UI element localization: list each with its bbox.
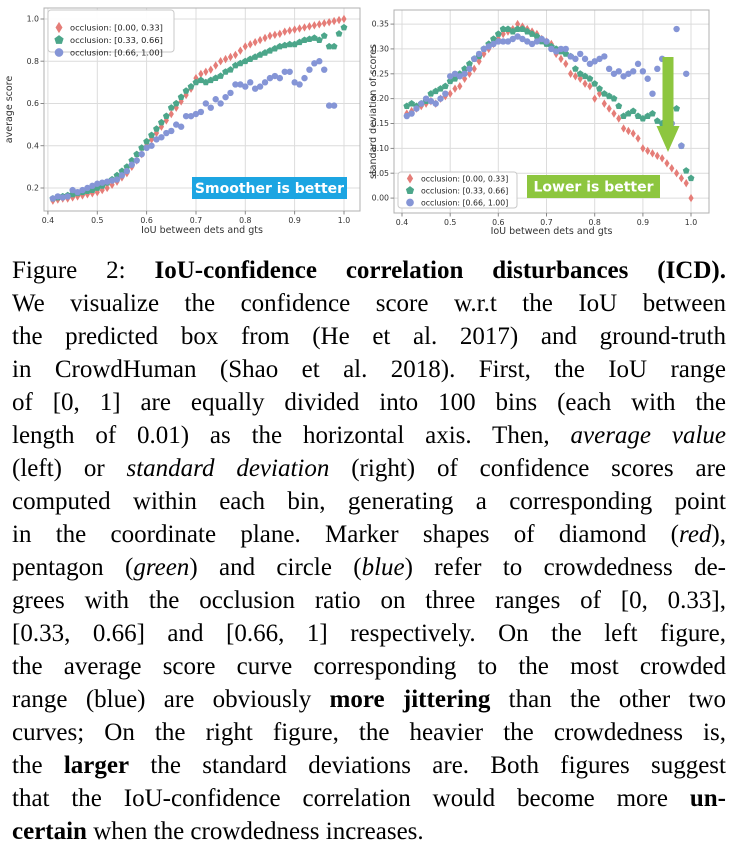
- svg-text:1.0: 1.0: [27, 15, 39, 24]
- svg-text:0.00: 0.00: [372, 194, 389, 203]
- plot-frame: [43, 7, 361, 212]
- svg-text:0.30: 0.30: [372, 45, 389, 54]
- caption-line: range (blue) are obviously more jitterin…: [12, 686, 726, 713]
- x-axis: 0.4 0.5 0.6 0.7 0.8 0.9 1.0 IoU between dets an…: [396, 213, 697, 237]
- svg-text:1.0: 1.0: [338, 216, 350, 225]
- svg-text:0.4: 0.4: [27, 141, 39, 150]
- caption-line: length of 0.01) as the horizontal axis. …: [12, 422, 727, 449]
- figure-caption: Figure 2: IoU-confidence correlation dis…: [0, 240, 738, 848]
- caption-line: the larger the standard deviations are. …: [12, 752, 726, 779]
- caption-line: in CrowdHuman (Shao et al. 2018). First,…: [12, 356, 726, 383]
- caption-line: of [0, 1] are equally divided into 100 b…: [12, 389, 726, 416]
- svg-text:occlusion: [0.33, 0.66]: occlusion: [0.33, 0.66]: [421, 186, 508, 195]
- x-axis-label: IoU between dets and gts: [491, 226, 613, 237]
- svg-text:occlusion: [0.66, 1.00]: occlusion: [0.66, 1.00]: [421, 198, 508, 207]
- svg-text:0.4: 0.4: [42, 216, 54, 225]
- svg-text:occlusion: [0.00, 0.33]: occlusion: [0.00, 0.33]: [421, 174, 508, 183]
- std-deviation-plot: 0.4 0.5 0.6 0.7 0.8 0.9 1.0 IoU between dets an…: [368, 0, 738, 240]
- caption-line: that the IoU-confidence correlation woul…: [12, 785, 726, 812]
- legend: occlusion: [0.00, 0.33] occlusion: [0.33,…: [397, 171, 518, 209]
- x-axis-label: IoU between dets and gts: [141, 225, 263, 236]
- svg-text:0.35: 0.35: [372, 20, 389, 29]
- caption-line: pentagon (green) and circle (blue) refer…: [12, 554, 726, 581]
- caption-line: computed within each bin, generating a c…: [12, 488, 726, 515]
- svg-text:0.20: 0.20: [372, 94, 389, 103]
- caption-line: the predicted box from (He et al. 2017) …: [12, 323, 726, 350]
- svg-text:0.9: 0.9: [637, 218, 649, 227]
- chart-average-score: 0.4 0.5 0.6 0.7 0.8 0.9 1.0 IoU between dets an…: [4, 7, 361, 236]
- caption-line: curves; On the right figure, the heavier…: [12, 719, 726, 746]
- y-axis-label: standard deviation of scores: [369, 44, 379, 179]
- svg-text:0.8: 0.8: [588, 218, 600, 227]
- svg-text:0.8: 0.8: [239, 216, 251, 225]
- svg-text:0.6: 0.6: [27, 99, 39, 108]
- svg-text:0.05: 0.05: [372, 169, 389, 178]
- down-arrow-icon: [656, 57, 680, 152]
- svg-text:0.8: 0.8: [27, 57, 39, 66]
- y-axis-label: average score: [4, 76, 15, 144]
- caption-line: Figure 2: IoU-confidence correlation dis…: [12, 257, 726, 284]
- svg-text:0.6: 0.6: [492, 218, 504, 227]
- svg-text:0.5: 0.5: [91, 216, 103, 225]
- y-axis: 0.2 0.4 0.6 0.8 1.0 average score: [4, 15, 44, 193]
- caption-line: (left) or standard deviation (right) of …: [12, 455, 726, 482]
- annotation-banner: Smoother is better: [192, 177, 347, 199]
- caption-line: certain when the crowdedness increases.: [12, 818, 424, 845]
- svg-text:occlusion: [0.00, 0.33]: occlusion: [0.00, 0.33]: [70, 22, 163, 32]
- plot-frame: [393, 9, 710, 214]
- svg-text:0.7: 0.7: [540, 218, 552, 227]
- svg-text:1.0: 1.0: [685, 218, 697, 227]
- svg-text:0.9: 0.9: [288, 216, 300, 225]
- svg-text:0.2: 0.2: [27, 184, 39, 193]
- caption-line: in the coordinate plane. Marker shapes o…: [12, 521, 726, 548]
- caption-line: [0.33, 0.66] and [0.66, 1] respectively.…: [12, 620, 726, 647]
- chart-std-deviation: 0.4 0.5 0.6 0.7 0.8 0.9 1.0 IoU between dets an…: [368, 9, 710, 237]
- svg-text:0.6: 0.6: [140, 216, 152, 225]
- svg-text:0.4: 0.4: [396, 218, 408, 227]
- caption-line: We visualize the confidence score w.r.t …: [12, 290, 726, 317]
- x-axis: 0.4 0.5 0.6 0.7 0.8 0.9 1.0 IoU between dets an…: [42, 211, 350, 236]
- svg-text:0.5: 0.5: [444, 218, 456, 227]
- series-2: [49, 58, 338, 202]
- figure-panel: 0.4 0.5 0.6 0.7 0.8 0.9 1.0 IoU between dets an…: [0, 0, 738, 240]
- average-score-plot: 0.4 0.5 0.6 0.7 0.8 0.9 1.0 IoU between dets an…: [0, 0, 369, 240]
- svg-text:Smoother is better: Smoother is better: [195, 181, 344, 197]
- svg-text:0.10: 0.10: [372, 144, 389, 153]
- svg-text:0.15: 0.15: [372, 119, 389, 128]
- caption-line: grees with the occlusion ratio on three …: [12, 587, 726, 614]
- y-axis: 0.00 0.05 0.10 0.15 0.20 0.25 0.30 0.35 standard…: [368, 20, 394, 203]
- annotation-banner: Lower is better: [527, 175, 660, 198]
- svg-text:Lower is better: Lower is better: [533, 180, 653, 196]
- svg-text:0.7: 0.7: [190, 216, 202, 225]
- caption-line: the average score curve corresponding to…: [12, 653, 726, 680]
- svg-text:occlusion: [0.66, 1.00]: occlusion: [0.66, 1.00]: [70, 47, 163, 57]
- legend: occlusion: [0.00, 0.33] occlusion: [0.33,…: [47, 9, 175, 57]
- svg-text:occlusion: [0.33, 0.66]: occlusion: [0.33, 0.66]: [70, 35, 163, 45]
- svg-text:0.25: 0.25: [372, 69, 389, 78]
